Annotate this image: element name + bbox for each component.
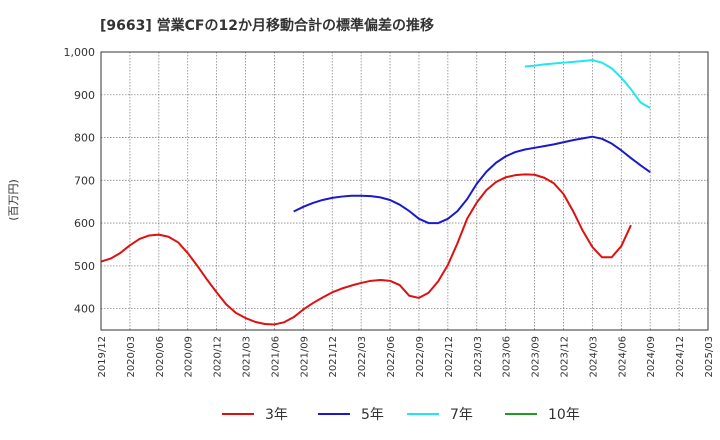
series-line-3年 xyxy=(100,173,632,326)
series-lines xyxy=(100,59,651,326)
legend-label: 10年 xyxy=(548,407,580,423)
legend-label: 3年 xyxy=(265,407,288,423)
y-tick-label: 600 xyxy=(74,217,95,230)
series-line-5年 xyxy=(293,135,651,225)
legend-label: 7年 xyxy=(450,407,473,423)
grid xyxy=(101,52,708,330)
chart-title: [9663] 営業CFの12か月移動合計の標準偏差の推移 xyxy=(100,17,434,34)
y-tick-label: 900 xyxy=(74,89,95,102)
x-tick-label: 2021/03 xyxy=(242,336,253,378)
x-tick-label: 2024/06 xyxy=(617,336,628,378)
x-tick-label: 2020/09 xyxy=(184,336,195,378)
y-tick-label: 700 xyxy=(74,174,95,187)
x-tick-label: 2022/09 xyxy=(415,336,426,378)
legend-label: 5年 xyxy=(361,407,384,423)
y-tick-label: 800 xyxy=(74,132,95,145)
y-axis-ticks: 400 500 600 700 800 900 1,000 xyxy=(64,46,96,316)
x-tick-label: 2024/03 xyxy=(588,336,599,378)
series-line-7年 xyxy=(524,59,651,109)
y-tick-label: 1,000 xyxy=(64,46,96,59)
plot-frame xyxy=(100,51,709,331)
x-tick-label: 2022/12 xyxy=(444,336,455,378)
x-tick-label: 2020/03 xyxy=(126,336,137,378)
x-tick-label: 2025/03 xyxy=(704,336,715,378)
x-tick-label: 2024/09 xyxy=(646,336,657,378)
x-tick-label: 2021/12 xyxy=(328,336,339,378)
x-tick-label: 2022/03 xyxy=(357,336,368,378)
x-tick-label: 2023/03 xyxy=(473,336,484,378)
legend: 3年 5年 7年 10年 xyxy=(222,407,580,423)
x-tick-label: 2021/09 xyxy=(299,336,310,378)
x-tick-label: 2023/12 xyxy=(559,336,570,378)
y-tick-label: 500 xyxy=(74,260,95,273)
y-tick-label: 400 xyxy=(74,303,95,316)
x-tick-label: 2024/12 xyxy=(675,336,686,378)
plot-area xyxy=(101,52,708,330)
x-tick-label: 2021/06 xyxy=(270,336,281,378)
x-tick-label: 2019/12 xyxy=(97,336,108,378)
y-axis-label: (百万円) xyxy=(7,179,20,221)
x-tick-label: 2023/09 xyxy=(531,336,542,378)
x-tick-label: 2020/06 xyxy=(155,336,166,378)
x-axis-ticks: 2019/12 2020/03 2020/06 2020/09 2020/12 2021/… xyxy=(97,336,715,378)
x-tick-label: 2023/06 xyxy=(502,336,513,378)
x-tick-label: 2022/06 xyxy=(386,336,397,378)
x-tick-label: 2020/12 xyxy=(213,336,224,378)
